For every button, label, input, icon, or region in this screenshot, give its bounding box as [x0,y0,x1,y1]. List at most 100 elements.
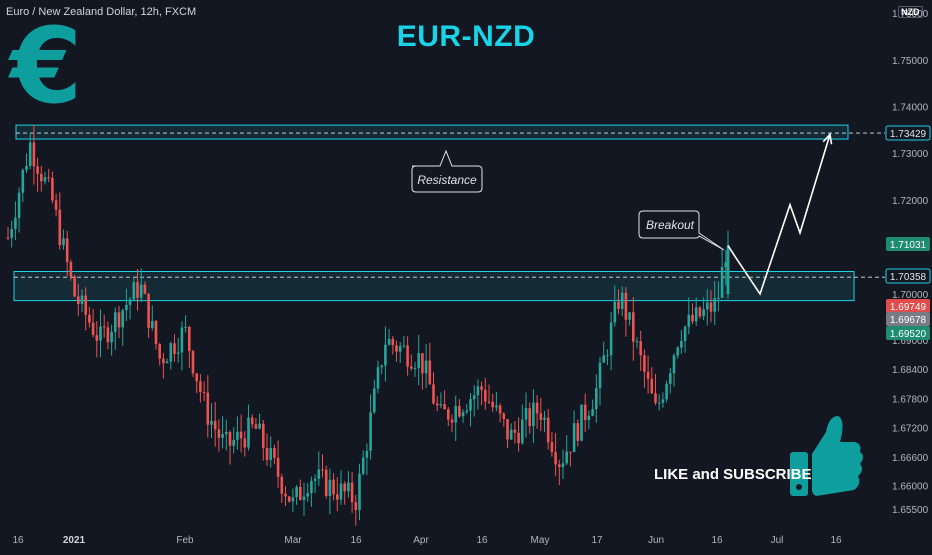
candle-body[interactable] [587,415,591,420]
candle-body[interactable] [324,469,328,496]
breakout-callout[interactable] [638,210,725,251]
candle-body[interactable] [77,296,80,305]
candle-body[interactable] [217,429,221,438]
candle-body[interactable] [310,481,313,494]
candle-body[interactable] [591,409,594,416]
candle-body[interactable] [365,450,369,458]
candle-body[interactable] [154,320,158,345]
candle-body[interactable] [491,401,494,408]
candle-body[interactable] [720,267,724,298]
candle-body[interactable] [295,486,298,498]
candle-body[interactable] [461,412,465,417]
candle-body[interactable] [136,282,139,298]
candle-body[interactable] [287,496,291,502]
candle-body[interactable] [421,353,424,374]
candle-body[interactable] [395,345,398,352]
candle-body[interactable] [228,432,232,446]
candle-body[interactable] [258,423,261,429]
candle-body[interactable] [184,327,187,329]
candle-body[interactable] [661,399,665,403]
candle-body[interactable] [480,386,483,390]
currency-badge[interactable]: NZD [898,6,923,18]
candle-body[interactable] [639,341,642,356]
candle-body[interactable] [550,442,554,453]
candle-body[interactable] [151,320,154,328]
candle-body[interactable] [225,432,228,435]
candle-body[interactable] [384,344,387,366]
candle-body[interactable] [343,483,346,492]
candle-body[interactable] [521,419,524,444]
candle-body[interactable] [317,469,321,479]
candle-body[interactable] [424,360,428,374]
candle-body[interactable] [432,384,435,404]
candle-body[interactable] [691,314,694,322]
thumbs-up-icon[interactable] [790,416,863,496]
candle-body[interactable] [80,295,84,305]
candle-body[interactable] [95,335,99,341]
candle-body[interactable] [106,327,110,343]
candle-body[interactable] [687,314,691,327]
candle-body[interactable] [232,439,235,446]
candle-body[interactable] [51,177,54,201]
candle-body[interactable] [476,386,480,396]
price-label-box[interactable] [885,268,931,284]
candle-body[interactable] [643,355,646,372]
candle-body[interactable] [358,473,361,511]
candle-body[interactable] [291,497,295,502]
projection-path[interactable] [727,134,831,296]
candle-body[interactable] [624,292,628,320]
candle-body[interactable] [698,307,702,317]
candle-body[interactable] [69,262,73,277]
candle-body[interactable] [558,464,561,468]
candle-body[interactable] [173,343,176,354]
candle-body[interactable] [506,419,509,440]
price-label-box[interactable] [886,326,930,340]
candle-body[interactable] [176,352,180,354]
candle-body[interactable] [250,417,254,425]
candle-body[interactable] [36,166,39,174]
candle-body[interactable] [332,479,335,495]
candle-body[interactable] [102,326,106,328]
candle-body[interactable] [554,452,557,465]
candle-body[interactable] [121,310,124,328]
candle-body[interactable] [143,284,147,294]
candle-body[interactable] [654,393,657,403]
candle-body[interactable] [583,404,587,420]
candle-body[interactable] [47,177,50,179]
candle-body[interactable] [443,404,446,410]
candle-body[interactable] [84,295,87,315]
candle-body[interactable] [265,448,269,461]
candle-body[interactable] [10,229,13,238]
resistance-zone[interactable] [15,124,849,140]
resistance-callout[interactable] [411,149,483,193]
candle-body[interactable] [269,448,272,461]
candle-body[interactable] [139,284,143,298]
candle-body[interactable] [472,395,476,400]
candle-body[interactable] [439,404,443,406]
candle-body[interactable] [380,365,383,368]
candle-body[interactable] [276,457,280,477]
candle-body[interactable] [273,448,276,458]
candle-body[interactable] [672,355,676,374]
candle-body[interactable] [369,412,372,451]
candle-body[interactable] [206,392,210,425]
candle-body[interactable] [262,423,265,449]
candle-body[interactable] [646,371,650,379]
candle-body[interactable] [613,301,617,323]
candle-body[interactable] [28,142,32,167]
candle-body[interactable] [158,344,161,359]
candle-body[interactable] [65,238,69,263]
candle-body[interactable] [535,402,539,414]
support-zone[interactable] [13,271,855,302]
price-label-box[interactable] [886,312,930,326]
candle-body[interactable] [683,326,687,341]
candle-body[interactable] [299,486,302,500]
candle-body[interactable] [361,457,365,474]
candle-body[interactable] [313,478,317,482]
candle-body[interactable] [606,355,609,357]
candle-body[interactable] [169,343,173,362]
candle-body[interactable] [239,431,243,439]
candle-body[interactable] [572,423,576,453]
